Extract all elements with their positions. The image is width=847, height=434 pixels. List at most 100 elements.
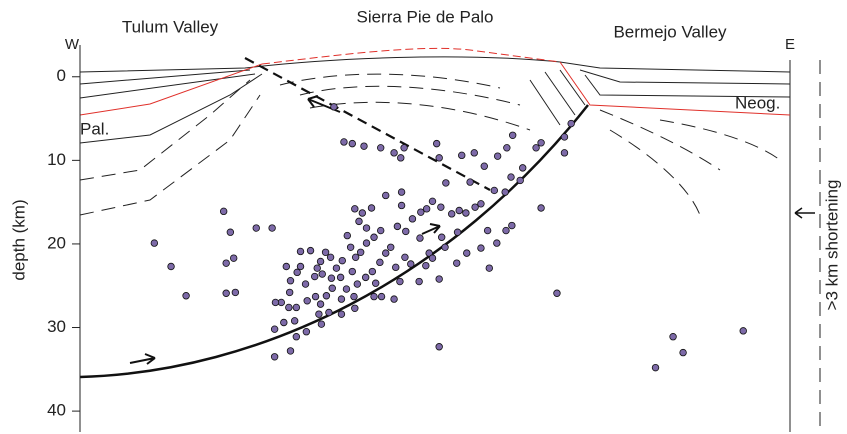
hypocenter [293, 304, 300, 311]
hypocenter [463, 250, 470, 257]
hypocenter [362, 274, 369, 281]
hypocenter [371, 234, 378, 241]
hypocenter [359, 210, 366, 217]
hypocenter [438, 204, 445, 211]
hypocenter [272, 299, 279, 306]
place-label: Bermejo Valley [613, 22, 727, 41]
hypocenter [407, 261, 414, 268]
hypocenter [436, 343, 443, 350]
hypocenter [509, 132, 516, 139]
hypocenter [183, 292, 190, 299]
hypocenter [351, 293, 358, 300]
hypocenter [363, 225, 370, 232]
hypocenter [382, 250, 389, 257]
hypocenter [494, 153, 501, 160]
hypocenter [438, 234, 445, 241]
annotation: Pal. [80, 119, 109, 138]
hypocenter [291, 318, 298, 325]
hypocenter [293, 333, 300, 340]
hypocenter [503, 227, 510, 234]
hypocenter [509, 222, 516, 229]
hypocenter [481, 163, 488, 170]
hypocenter [433, 140, 440, 147]
hypocenter [319, 271, 326, 278]
west-label: W [65, 36, 80, 53]
hypocenter [317, 258, 324, 265]
annotation: Neog. [735, 93, 780, 112]
hypocenter [223, 290, 230, 297]
hypocenter [568, 120, 575, 127]
hypocenter [253, 225, 260, 232]
layer [80, 57, 790, 72]
hypocenter [331, 104, 338, 111]
hypocenter [652, 364, 659, 371]
hypocenter [382, 192, 389, 199]
hypocenter [398, 202, 405, 209]
hypocenter [344, 232, 351, 239]
hypocenter [269, 225, 276, 232]
chart: Tulum Valley Sierra Pie de Palo Bermejo … [0, 0, 847, 434]
hypocenter [352, 254, 359, 261]
hypocenter [302, 281, 309, 288]
hypocenter [368, 205, 375, 212]
hypocenter [458, 152, 465, 159]
hypocenter [311, 273, 318, 280]
hypocenter [443, 180, 450, 187]
hypocenter [352, 206, 359, 213]
hypocenter [397, 278, 404, 285]
hypocenter [223, 260, 230, 267]
hypocenter [314, 265, 321, 272]
hypocenter [377, 227, 384, 234]
hypocenter [323, 292, 330, 299]
y-tick-label: 40 [47, 401, 66, 420]
hypocenter [322, 249, 329, 256]
annotation: >3 km shortening [822, 180, 841, 311]
hypocenter [349, 268, 356, 275]
arrow [130, 354, 155, 364]
hypocenter [271, 326, 278, 333]
hypocenter [504, 145, 511, 152]
hypocenter [402, 228, 409, 235]
hypocenter [423, 262, 430, 269]
hypocenter [151, 240, 158, 247]
hypocenter [436, 155, 443, 162]
hypocenter [398, 189, 405, 196]
hypocenter [394, 223, 401, 230]
y-tick-label: 30 [47, 317, 66, 336]
hypocenter [338, 311, 345, 318]
hypocenter [391, 150, 398, 157]
hypocenter [287, 277, 294, 284]
hypocenter [297, 248, 304, 255]
hypocenter [377, 145, 384, 152]
hypocenter [168, 263, 175, 270]
hypocenter [281, 319, 288, 326]
hypocenter [429, 255, 436, 262]
hypocenter [287, 348, 294, 355]
hypocenter [397, 155, 404, 162]
hypocenter [361, 143, 368, 150]
hypocenter [283, 263, 290, 270]
hypocenter [372, 280, 379, 287]
hypocenter [456, 207, 463, 214]
arrow [795, 208, 815, 218]
hypocenter [369, 268, 376, 275]
hypocenter [486, 265, 493, 272]
hypocenter [491, 187, 498, 194]
hypocenter [454, 229, 461, 236]
hypocenter [463, 210, 470, 217]
hypocenter [371, 293, 378, 300]
hypocenter [317, 301, 324, 308]
place-label: Sierra Pie de Palo [356, 7, 493, 26]
hypocenter [453, 260, 460, 267]
hypocenter [356, 218, 363, 225]
geology [80, 45, 820, 432]
hypocenter [533, 145, 540, 152]
hypocenter [328, 275, 335, 282]
hypocenter [294, 269, 301, 276]
hypocenter [484, 227, 491, 234]
hypocenter [554, 290, 561, 297]
hypocenter [519, 165, 526, 172]
hypocenter [220, 208, 227, 215]
hypocenter [471, 150, 478, 157]
hypocenter [339, 257, 346, 264]
